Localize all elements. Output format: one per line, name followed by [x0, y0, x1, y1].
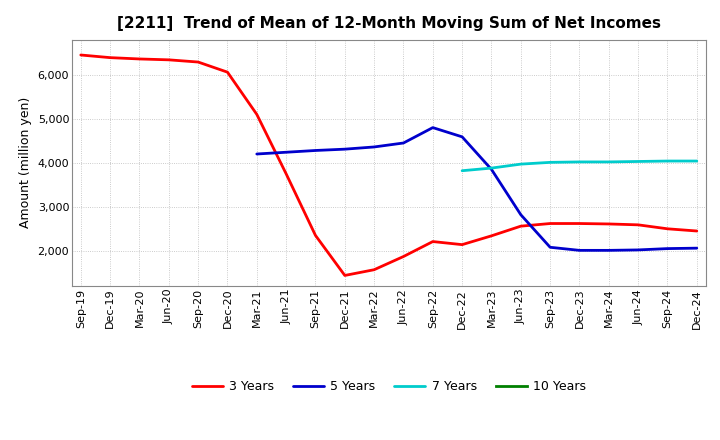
3 Years: [164, 57, 173, 62]
Y-axis label: Amount (million yen): Amount (million yen): [19, 97, 32, 228]
3 Years: [341, 273, 349, 278]
Line: 3 Years: 3 Years: [81, 55, 697, 275]
3 Years: [253, 112, 261, 117]
5 Years: [282, 150, 290, 155]
Line: 5 Years: 5 Years: [257, 128, 697, 250]
5 Years: [605, 248, 613, 253]
7 Years: [605, 159, 613, 165]
7 Years: [516, 161, 525, 167]
3 Years: [76, 52, 85, 58]
5 Years: [634, 247, 642, 253]
5 Years: [399, 140, 408, 146]
5 Years: [428, 125, 437, 130]
5 Years: [370, 144, 379, 150]
5 Years: [575, 248, 584, 253]
3 Years: [428, 239, 437, 244]
5 Years: [693, 246, 701, 251]
3 Years: [546, 221, 554, 226]
5 Years: [253, 151, 261, 157]
3 Years: [282, 171, 290, 176]
3 Years: [106, 55, 114, 60]
3 Years: [487, 233, 496, 238]
5 Years: [663, 246, 672, 251]
7 Years: [546, 160, 554, 165]
7 Years: [575, 159, 584, 165]
7 Years: [458, 168, 467, 173]
5 Years: [546, 245, 554, 250]
3 Years: [575, 221, 584, 226]
5 Years: [516, 212, 525, 217]
3 Years: [311, 233, 320, 238]
3 Years: [399, 254, 408, 259]
3 Years: [663, 226, 672, 231]
Line: 7 Years: 7 Years: [462, 161, 697, 171]
5 Years: [458, 134, 467, 139]
3 Years: [370, 267, 379, 272]
7 Years: [487, 165, 496, 171]
5 Years: [311, 148, 320, 153]
3 Years: [194, 59, 202, 65]
Title: [2211]  Trend of Mean of 12-Month Moving Sum of Net Incomes: [2211] Trend of Mean of 12-Month Moving …: [117, 16, 661, 32]
3 Years: [693, 228, 701, 234]
7 Years: [693, 158, 701, 164]
5 Years: [487, 167, 496, 172]
3 Years: [458, 242, 467, 247]
7 Years: [663, 158, 672, 164]
3 Years: [605, 221, 613, 227]
3 Years: [516, 224, 525, 229]
7 Years: [634, 159, 642, 164]
3 Years: [223, 70, 232, 75]
5 Years: [341, 147, 349, 152]
3 Years: [634, 222, 642, 227]
3 Years: [135, 56, 144, 62]
Legend: 3 Years, 5 Years, 7 Years, 10 Years: 3 Years, 5 Years, 7 Years, 10 Years: [186, 375, 591, 398]
